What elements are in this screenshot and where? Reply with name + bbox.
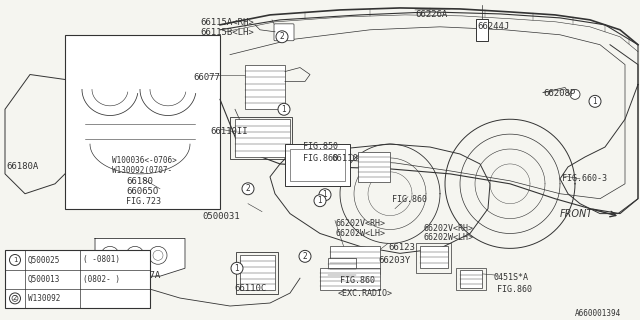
Circle shape	[319, 189, 331, 201]
Circle shape	[149, 246, 167, 264]
Text: 2: 2	[246, 184, 250, 193]
Text: 66226A: 66226A	[415, 10, 447, 19]
Text: 66123: 66123	[388, 244, 415, 252]
Text: 2: 2	[13, 295, 17, 301]
Text: 66202V<RH>: 66202V<RH>	[423, 224, 473, 233]
Text: 2: 2	[280, 32, 284, 41]
FancyBboxPatch shape	[290, 149, 345, 181]
Text: 66115B<LH>: 66115B<LH>	[200, 28, 253, 37]
Text: <EXC.RADIO>: <EXC.RADIO>	[338, 289, 393, 298]
Text: 66202W<LH>: 66202W<LH>	[423, 234, 473, 243]
Text: 66203Y: 66203Y	[378, 256, 410, 265]
Text: 0500031: 0500031	[202, 212, 239, 220]
Text: 66077: 66077	[193, 73, 220, 82]
Circle shape	[153, 250, 163, 260]
Text: W130092: W130092	[28, 294, 60, 303]
Text: FIG.850: FIG.850	[303, 142, 338, 151]
Text: 2: 2	[303, 252, 307, 261]
Text: ( -0801): ( -0801)	[83, 255, 120, 264]
FancyBboxPatch shape	[460, 270, 482, 288]
Circle shape	[105, 250, 115, 260]
FancyBboxPatch shape	[65, 35, 220, 209]
FancyBboxPatch shape	[320, 268, 380, 290]
FancyBboxPatch shape	[240, 255, 275, 290]
Circle shape	[278, 103, 290, 115]
Text: 1: 1	[593, 97, 597, 106]
Circle shape	[589, 95, 601, 107]
Text: W130092(0707-: W130092(0707-	[112, 166, 172, 175]
Text: 1: 1	[13, 257, 17, 263]
Text: 66115A<RH>: 66115A<RH>	[200, 18, 253, 27]
FancyBboxPatch shape	[235, 119, 290, 157]
Text: W100036<-0706>: W100036<-0706>	[112, 156, 177, 165]
FancyBboxPatch shape	[328, 258, 356, 280]
Circle shape	[314, 195, 326, 207]
Text: 66065O: 66065O	[126, 187, 158, 196]
Text: FIG.723: FIG.723	[126, 197, 161, 206]
Text: 1: 1	[282, 105, 286, 114]
Circle shape	[299, 250, 311, 262]
Circle shape	[12, 295, 18, 301]
Text: 1: 1	[323, 190, 328, 199]
Circle shape	[126, 246, 144, 264]
FancyBboxPatch shape	[330, 246, 380, 274]
Text: 66244J: 66244J	[477, 22, 509, 31]
FancyBboxPatch shape	[245, 65, 285, 109]
Text: 66110II: 66110II	[210, 127, 248, 136]
Text: 66202W<LH>: 66202W<LH>	[335, 228, 385, 237]
Text: FIG.860: FIG.860	[340, 276, 375, 285]
FancyBboxPatch shape	[420, 246, 448, 268]
Circle shape	[101, 246, 119, 264]
FancyBboxPatch shape	[285, 144, 350, 186]
Text: 66077A: 66077A	[128, 271, 160, 280]
Text: 66180A: 66180A	[6, 162, 38, 171]
Text: FRONT: FRONT	[560, 209, 593, 219]
Text: A660001394: A660001394	[575, 309, 621, 318]
Text: FIG.660-3: FIG.660-3	[562, 174, 607, 183]
Text: 66208P: 66208P	[543, 89, 575, 99]
Text: 66110: 66110	[331, 154, 358, 163]
Circle shape	[276, 31, 288, 43]
Circle shape	[10, 254, 20, 265]
Text: Q500013: Q500013	[28, 275, 60, 284]
FancyBboxPatch shape	[5, 250, 150, 308]
Text: 66202V<RH>: 66202V<RH>	[335, 219, 385, 228]
FancyBboxPatch shape	[274, 24, 294, 41]
Circle shape	[10, 293, 20, 304]
Circle shape	[130, 250, 140, 260]
FancyBboxPatch shape	[358, 152, 390, 182]
Text: 1: 1	[235, 264, 239, 273]
FancyBboxPatch shape	[476, 19, 488, 41]
Circle shape	[231, 262, 243, 274]
Text: (0802- ): (0802- )	[83, 275, 120, 284]
Text: FIG.860: FIG.860	[303, 154, 338, 163]
Text: 66110C: 66110C	[234, 284, 266, 293]
Text: FIG.860: FIG.860	[392, 195, 427, 204]
Circle shape	[570, 89, 580, 99]
Text: Q500025: Q500025	[28, 255, 60, 264]
Text: 0451S*A: 0451S*A	[493, 273, 528, 282]
Text: FIG.860: FIG.860	[497, 285, 532, 294]
Polygon shape	[95, 238, 185, 276]
Text: 1: 1	[317, 196, 323, 205]
Text: 66180: 66180	[126, 177, 153, 186]
Circle shape	[242, 183, 254, 195]
